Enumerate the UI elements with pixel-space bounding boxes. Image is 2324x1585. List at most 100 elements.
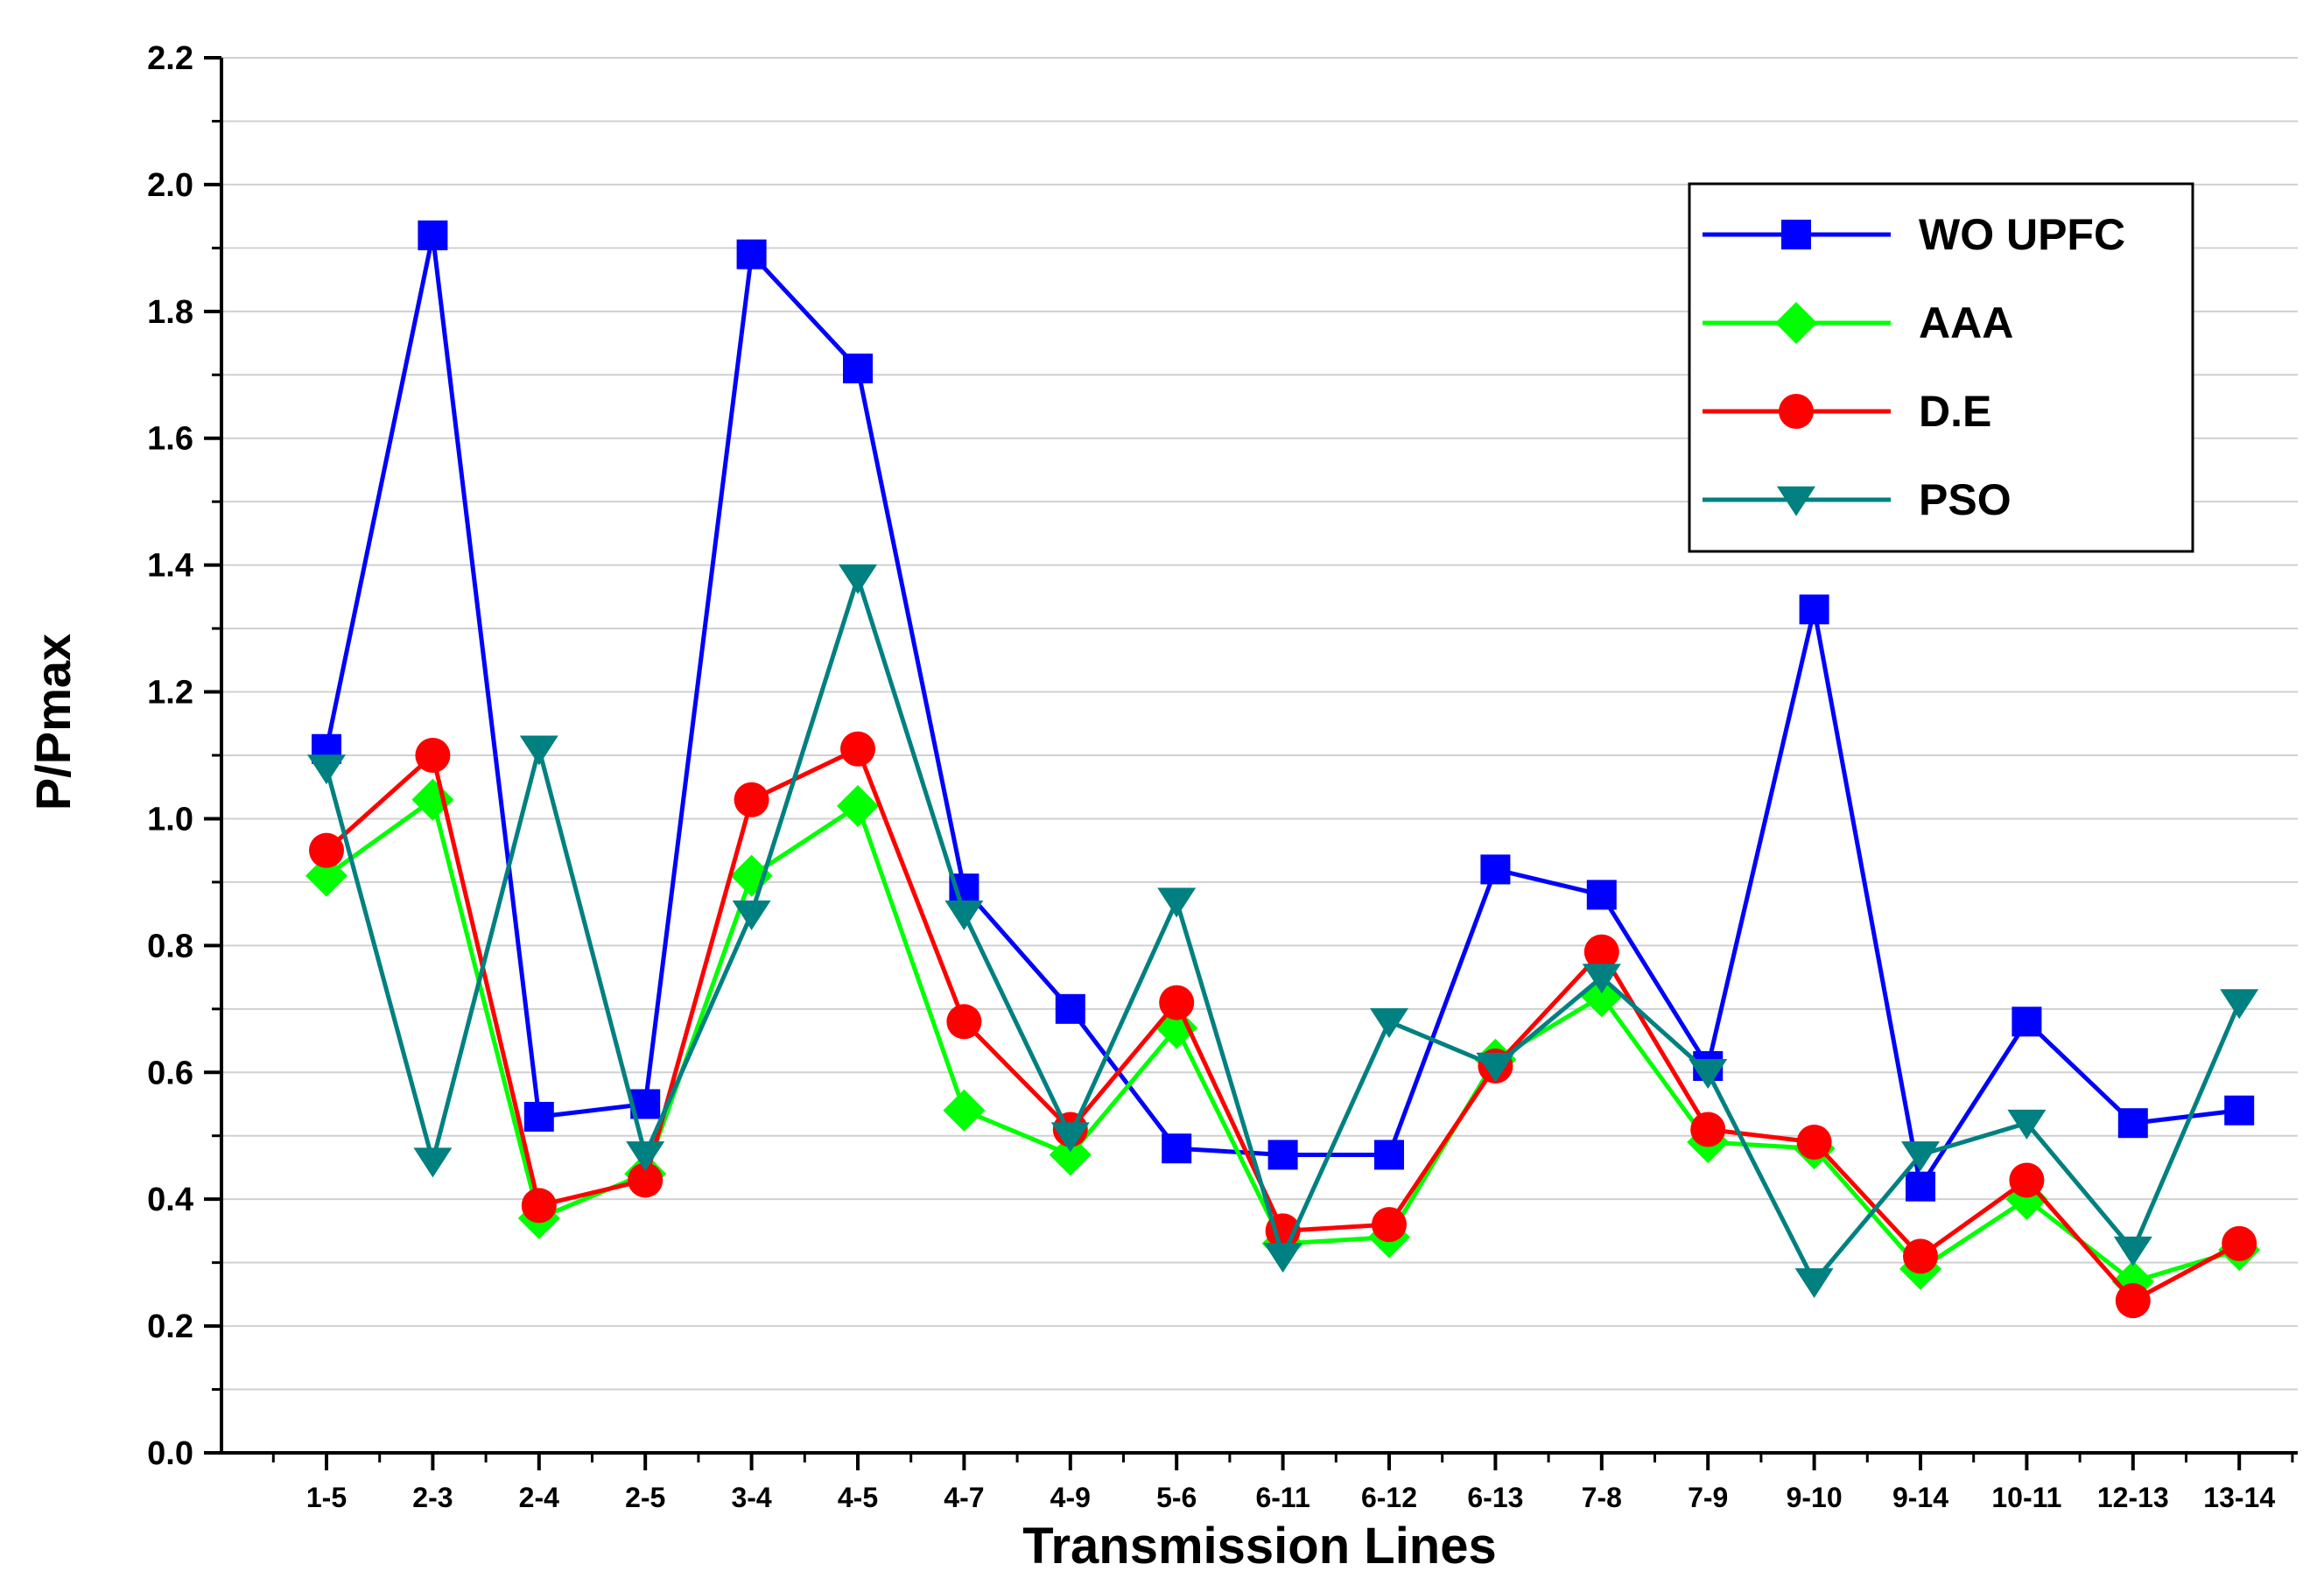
data-point-d-e xyxy=(1583,934,1619,970)
data-point-wo-upfc xyxy=(1162,1133,1192,1164)
legend-marker xyxy=(1779,394,1814,429)
x-tick-label: 6-11 xyxy=(1255,1482,1309,1513)
x-tick-label: 4-5 xyxy=(838,1482,878,1513)
x-tick-label: 13-14 xyxy=(2203,1482,2275,1513)
data-point-pso xyxy=(1157,887,1197,918)
x-tick-label: 5-6 xyxy=(1156,1482,1197,1513)
x-tick-label: 4-9 xyxy=(1050,1482,1091,1513)
y-axis-label: P/Pmax xyxy=(25,634,81,810)
data-point-pso xyxy=(839,564,877,594)
y-tick-label: 1.0 xyxy=(147,801,193,838)
data-point-d-e xyxy=(1690,1112,1726,1147)
legend-label: WO UPFC xyxy=(1919,210,2125,259)
data-point-wo-upfc xyxy=(1374,1140,1404,1170)
data-point-pso xyxy=(944,900,984,930)
data-point-wo-upfc xyxy=(1055,993,1085,1024)
data-point-pso xyxy=(1689,1058,1728,1089)
y-tick-label: 2.0 xyxy=(147,167,193,204)
data-point-pso xyxy=(1370,1008,1408,1039)
data-point-d-e xyxy=(2009,1162,2045,1198)
data-point-d-e xyxy=(309,832,344,868)
data-point-d-e xyxy=(2222,1225,2257,1261)
data-point-d-e xyxy=(1372,1207,1407,1243)
y-tick-label: 0.2 xyxy=(147,1308,193,1345)
x-tick-label: 3-4 xyxy=(731,1482,771,1513)
data-point-d-e xyxy=(946,1004,982,1040)
data-point-d-e xyxy=(1903,1238,1938,1274)
legend-item-d-e[interactable]: D.E xyxy=(1703,387,1991,436)
data-point-wo-upfc xyxy=(1799,594,1829,625)
data-point-aaa xyxy=(305,854,348,897)
data-point-aaa xyxy=(1049,1133,1092,1176)
y-tick-label: 0.8 xyxy=(147,928,193,964)
grid-lines xyxy=(221,57,2298,1391)
y-tick-label: 0.4 xyxy=(147,1182,193,1218)
legend-item-wo-upfc[interactable]: WO UPFC xyxy=(1703,210,2125,259)
legend-marker xyxy=(1775,302,1817,344)
data-point-d-e xyxy=(2115,1283,2151,1319)
data-point-pso xyxy=(2113,1236,2152,1266)
legend-marker xyxy=(1781,220,1811,249)
x-tick-label: 6-13 xyxy=(1467,1482,1523,1513)
x-tick-label: 9-14 xyxy=(1892,1482,1948,1513)
data-point-wo-upfc xyxy=(2012,1006,2042,1037)
x-tick-label: 7-8 xyxy=(1582,1482,1622,1513)
data-point-pso xyxy=(413,1147,453,1178)
y-tick-label: 1.2 xyxy=(147,675,193,712)
y-tick-label: 2.2 xyxy=(147,40,193,77)
y-tick-label: 1.4 xyxy=(147,548,193,585)
x-tick-label: 6-12 xyxy=(1361,1482,1417,1513)
series-pso xyxy=(307,564,2259,1299)
data-point-pso xyxy=(519,735,558,766)
data-point-wo-upfc xyxy=(843,354,873,384)
legend[interactable]: WO UPFC AAA D.E PSO xyxy=(1688,182,2194,553)
data-point-wo-upfc xyxy=(1906,1171,1935,1202)
data-point-wo-upfc xyxy=(523,1101,554,1132)
y-tick-label: 1.8 xyxy=(147,294,193,331)
legend-box xyxy=(1688,182,2194,553)
x-tick-label: 2-3 xyxy=(412,1482,453,1513)
x-tick-labels: 1-5 2-3 2-4 2-5 3-4 4-5 4-7 4-9 5-6 6-11 6-12 6-13 7… xyxy=(306,1482,2275,1513)
x-tick-label: 10-11 xyxy=(1991,1482,2061,1513)
x-tick-label: 7-9 xyxy=(1688,1482,1728,1513)
data-point-pso xyxy=(1263,1243,1302,1273)
data-point-aaa xyxy=(837,784,879,827)
x-tick-label: 9-10 xyxy=(1787,1482,1843,1513)
x-tick-label: 12-13 xyxy=(2097,1482,2169,1513)
legend-marker xyxy=(1777,486,1815,516)
data-point-wo-upfc xyxy=(1586,880,1617,910)
data-point-d-e xyxy=(521,1188,557,1224)
data-point-wo-upfc xyxy=(2117,1108,2148,1139)
series-line-pso xyxy=(324,575,2242,1284)
series-wo-upfc xyxy=(312,220,2255,1202)
y-tick-label: 1.6 xyxy=(147,421,193,458)
data-point-wo-upfc xyxy=(1480,854,1511,885)
legend-label: PSO xyxy=(1919,475,2012,524)
y-tick-label: 0.6 xyxy=(147,1055,193,1091)
legend-label: AAA xyxy=(1919,298,2013,347)
data-point-aaa xyxy=(411,778,454,821)
y-tick-label: 0.0 xyxy=(147,1435,193,1472)
data-point-aaa xyxy=(730,854,773,897)
legend-item-pso[interactable]: PSO xyxy=(1703,475,2012,524)
data-point-d-e xyxy=(1796,1124,1832,1160)
data-point-pso xyxy=(1476,1052,1515,1083)
data-point-wo-upfc xyxy=(736,239,767,270)
data-point-pso xyxy=(1794,1268,1834,1299)
data-point-wo-upfc xyxy=(418,220,448,250)
x-tick-label: 4-7 xyxy=(944,1482,984,1513)
data-point-pso xyxy=(2220,989,2259,1020)
data-point-pso xyxy=(2007,1109,2047,1140)
data-point-wo-upfc xyxy=(1267,1140,1298,1170)
data-point-pso xyxy=(1901,1141,1940,1172)
legend-item-aaa[interactable]: AAA xyxy=(1703,298,2013,347)
x-tick-label: 1-5 xyxy=(306,1482,347,1513)
legend-label: D.E xyxy=(1919,387,1991,436)
data-point-pso xyxy=(732,900,771,930)
data-point-wo-upfc xyxy=(2224,1095,2255,1126)
data-point-pso xyxy=(626,1141,665,1172)
data-point-d-e xyxy=(1159,985,1195,1020)
data-point-pso xyxy=(1582,964,1621,994)
data-point-d-e xyxy=(628,1162,663,1198)
